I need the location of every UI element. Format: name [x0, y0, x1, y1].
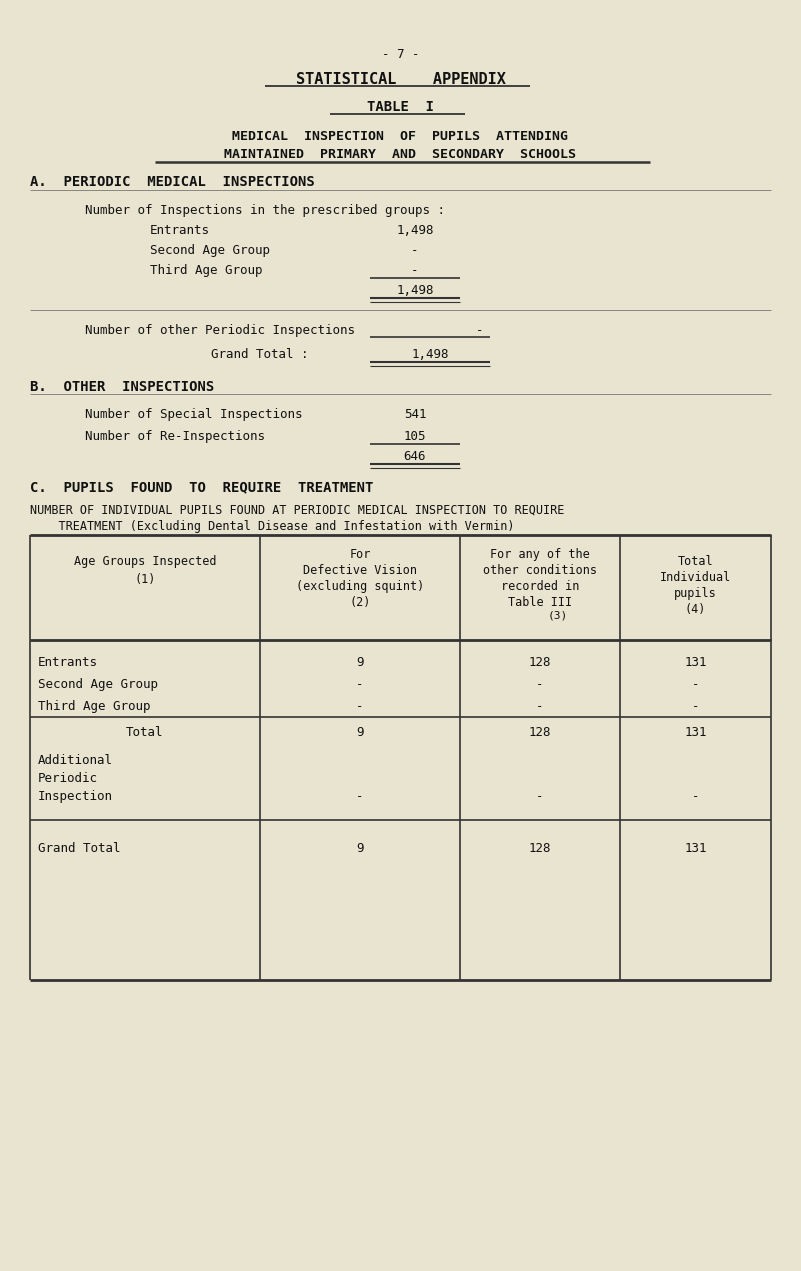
Text: (3): (3): [548, 610, 568, 620]
Text: -: -: [692, 700, 699, 713]
Text: 131: 131: [684, 656, 706, 669]
Text: other conditions: other conditions: [483, 564, 597, 577]
Text: Total: Total: [678, 555, 714, 568]
Text: -: -: [536, 700, 544, 713]
Text: (1): (1): [135, 573, 155, 586]
Text: 9: 9: [356, 841, 364, 855]
Text: -: -: [692, 677, 699, 691]
Text: Individual: Individual: [660, 571, 731, 583]
Text: Additional: Additional: [38, 754, 113, 766]
Text: 541: 541: [404, 408, 426, 421]
Text: -: -: [692, 791, 699, 803]
Text: Second Age Group: Second Age Group: [150, 244, 270, 257]
Text: Number of Inspections in the prescribed groups :: Number of Inspections in the prescribed …: [85, 205, 445, 217]
Text: pupils: pupils: [674, 587, 717, 600]
Text: Age Groups Inspected: Age Groups Inspected: [74, 555, 216, 568]
Text: 131: 131: [684, 726, 706, 738]
Text: -: -: [536, 677, 544, 691]
Text: 131: 131: [684, 841, 706, 855]
Text: Defective Vision: Defective Vision: [303, 564, 417, 577]
Text: 1,498: 1,498: [396, 224, 434, 236]
Text: 9: 9: [356, 726, 364, 738]
Text: 1,498: 1,498: [411, 348, 449, 361]
Text: Third Age Group: Third Age Group: [150, 264, 263, 277]
Text: Number of other Periodic Inspections: Number of other Periodic Inspections: [85, 324, 355, 337]
Text: MAINTAINED  PRIMARY  AND  SECONDARY  SCHOOLS: MAINTAINED PRIMARY AND SECONDARY SCHOOLS: [224, 147, 577, 161]
Text: -: -: [477, 324, 484, 337]
Text: For: For: [349, 548, 371, 561]
Text: B.  OTHER  INSPECTIONS: B. OTHER INSPECTIONS: [30, 380, 214, 394]
Text: (2): (2): [349, 596, 371, 609]
Text: -: -: [411, 264, 419, 277]
Text: -: -: [356, 791, 364, 803]
Text: Number of Re-Inspections: Number of Re-Inspections: [85, 430, 265, 444]
Text: NUMBER OF INDIVIDUAL PUPILS FOUND AT PERIODIC MEDICAL INSPECTION TO REQUIRE: NUMBER OF INDIVIDUAL PUPILS FOUND AT PER…: [30, 505, 565, 517]
Text: Periodic: Periodic: [38, 771, 98, 785]
Text: Total: Total: [127, 726, 163, 738]
Text: -: -: [536, 791, 544, 803]
Text: Inspection: Inspection: [38, 791, 113, 803]
Text: Grand Total :: Grand Total :: [211, 348, 308, 361]
Text: 9: 9: [356, 656, 364, 669]
Text: A.  PERIODIC  MEDICAL  INSPECTIONS: A. PERIODIC MEDICAL INSPECTIONS: [30, 175, 315, 189]
Text: MEDICAL  INSPECTION  OF  PUPILS  ATTENDING: MEDICAL INSPECTION OF PUPILS ATTENDING: [232, 130, 569, 144]
Text: -: -: [356, 677, 364, 691]
Text: - 7 -: - 7 -: [382, 48, 419, 61]
Text: Grand Total: Grand Total: [38, 841, 120, 855]
Text: -: -: [356, 700, 364, 713]
Text: Third Age Group: Third Age Group: [38, 700, 151, 713]
Text: 128: 128: [529, 726, 551, 738]
Text: 128: 128: [529, 841, 551, 855]
Text: (4): (4): [685, 602, 706, 616]
Text: 1,498: 1,498: [396, 283, 434, 297]
Text: Entrants: Entrants: [150, 224, 210, 236]
Text: TABLE  I: TABLE I: [367, 100, 434, 114]
Text: TREATMENT (Excluding Dental Disease and Infestation with Vermin): TREATMENT (Excluding Dental Disease and …: [30, 520, 514, 533]
Text: Entrants: Entrants: [38, 656, 98, 669]
Text: Number of Special Inspections: Number of Special Inspections: [85, 408, 303, 421]
Text: 105: 105: [404, 430, 426, 444]
Text: recorded in: recorded in: [501, 580, 579, 594]
Text: 128: 128: [529, 656, 551, 669]
Text: STATISTICAL    APPENDIX: STATISTICAL APPENDIX: [296, 72, 505, 86]
Text: For any of the: For any of the: [490, 548, 590, 561]
Text: (excluding squint): (excluding squint): [296, 580, 424, 594]
Text: Table III: Table III: [508, 596, 572, 609]
Text: C.  PUPILS  FOUND  TO  REQUIRE  TREATMENT: C. PUPILS FOUND TO REQUIRE TREATMENT: [30, 480, 373, 494]
Text: Second Age Group: Second Age Group: [38, 677, 158, 691]
Text: 646: 646: [404, 450, 426, 463]
Text: -: -: [411, 244, 419, 257]
